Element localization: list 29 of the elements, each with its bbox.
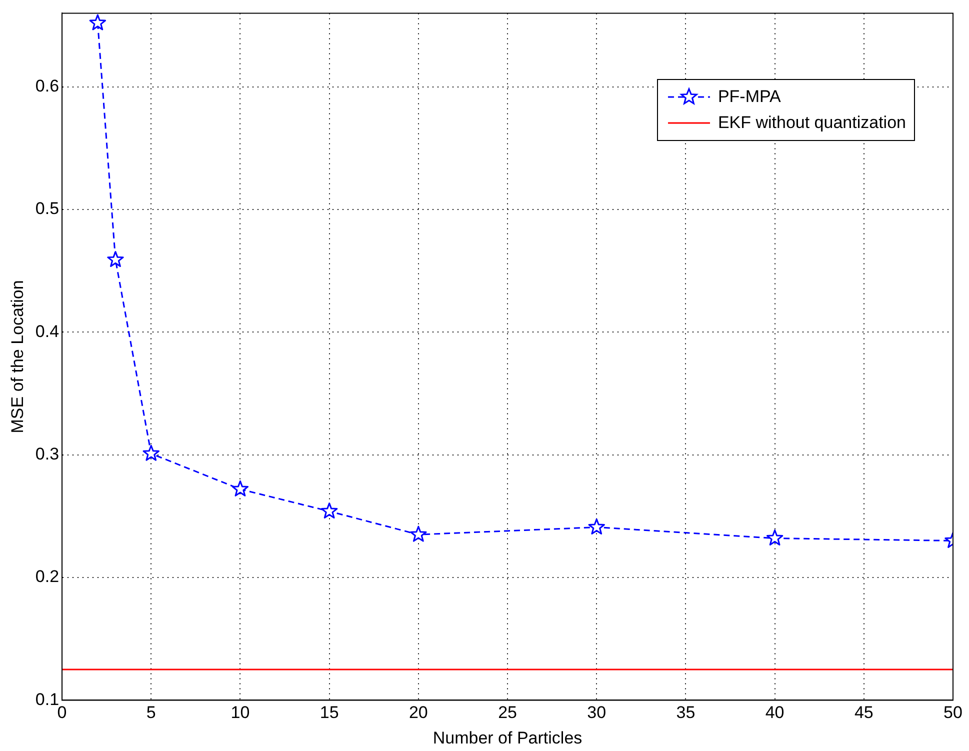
x-tick-label: 0 [57, 703, 67, 722]
x-tick-label: 15 [320, 703, 339, 722]
y-tick-label: 0.1 [35, 690, 60, 709]
y-tick-label: 0.3 [35, 444, 60, 464]
point [232, 480, 249, 496]
y-tick-label: 0.6 [35, 76, 60, 96]
x-tick-label: 10 [230, 703, 250, 722]
x-tick-label: 5 [146, 703, 156, 722]
x-tick-label: 50 [944, 703, 962, 722]
x-tick-label: 30 [587, 703, 606, 722]
y-tick-label: 0.4 [35, 322, 60, 341]
x-tick-label: 20 [408, 703, 428, 722]
point [410, 526, 427, 542]
x-tick-label: 25 [498, 703, 517, 722]
point [766, 530, 784, 546]
point [320, 502, 338, 518]
point [89, 14, 106, 30]
x-tick-label: 35 [676, 703, 696, 722]
y-tick-label: 0.5 [35, 199, 60, 218]
point [588, 518, 605, 534]
x-tick-label: 40 [765, 703, 784, 722]
x-axis-title: Number of Particles [432, 728, 582, 748]
y-axis-title: MSE of the Location [8, 280, 27, 434]
point [142, 444, 160, 461]
point [107, 251, 124, 268]
legend-label: EKF without quantization [718, 113, 906, 134]
legend-label: PF-MPA [718, 87, 781, 108]
y-tick-label: 0.2 [35, 567, 60, 586]
x-tick-label: 45 [854, 703, 874, 722]
